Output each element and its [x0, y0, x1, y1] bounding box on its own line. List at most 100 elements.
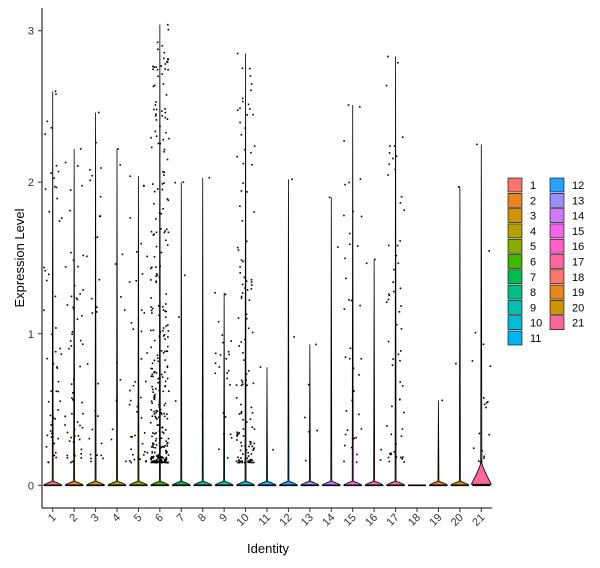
y-ticks: 0 1 2 3	[28, 26, 42, 492]
point-10	[236, 439, 238, 441]
point-17	[399, 359, 401, 362]
point-6	[159, 458, 162, 460]
point-10	[237, 317, 240, 319]
point-10	[236, 433, 239, 435]
point-17	[400, 435, 403, 437]
point-17	[395, 323, 398, 326]
point-17	[390, 453, 392, 456]
point-1	[51, 432, 53, 435]
point-21	[485, 406, 487, 409]
point-3	[99, 195, 102, 198]
point-2	[66, 454, 69, 457]
legend-label-12: 12	[572, 180, 584, 192]
point-21	[488, 250, 490, 252]
violin-8	[193, 177, 213, 486]
point-1	[53, 442, 55, 445]
point-9	[226, 457, 229, 459]
point-6	[156, 188, 159, 190]
point-9	[222, 412, 225, 414]
point-17	[397, 262, 400, 265]
point-6	[153, 443, 155, 445]
point-9	[224, 416, 227, 418]
point-6	[155, 432, 157, 434]
point-1	[51, 333, 53, 336]
legend-key-21	[549, 315, 565, 331]
point-15	[344, 444, 346, 447]
point-15	[352, 367, 354, 369]
point-17	[398, 311, 401, 313]
point-2	[82, 412, 84, 415]
point-6	[161, 45, 164, 47]
point-5	[128, 403, 131, 406]
point-1	[44, 269, 46, 272]
legend-label-7: 7	[530, 272, 536, 284]
point-2	[81, 184, 83, 187]
point-6	[155, 412, 157, 414]
point-15	[343, 460, 345, 463]
point-10	[245, 373, 248, 375]
point-10	[253, 145, 256, 147]
point-6	[154, 115, 157, 117]
point-6	[166, 366, 169, 368]
point-2	[66, 304, 69, 306]
point-6	[162, 432, 165, 434]
point-2	[72, 392, 74, 394]
point-6	[153, 190, 156, 193]
point-2	[72, 259, 75, 262]
point-15	[358, 374, 360, 376]
point-10	[250, 406, 253, 409]
point-6	[151, 266, 153, 269]
point-15	[356, 453, 358, 456]
point-10	[246, 457, 249, 460]
point-10	[249, 443, 252, 445]
point-6	[161, 73, 163, 75]
point-6	[162, 83, 165, 85]
point-10	[244, 461, 247, 464]
point-10	[247, 460, 250, 462]
point-11	[272, 448, 274, 451]
point-6	[155, 218, 157, 220]
legend-label-18: 18	[572, 272, 584, 284]
point-6	[164, 68, 166, 70]
point-6	[166, 118, 169, 120]
point-1	[53, 177, 55, 179]
point-6	[153, 66, 155, 68]
x-tick-label: 17	[385, 512, 402, 529]
x-tick-label: 7	[175, 512, 188, 525]
point-5	[143, 312, 146, 314]
point-1	[55, 451, 57, 454]
point-1	[56, 367, 59, 369]
point-6	[164, 402, 167, 405]
x-tick-label: 5	[132, 512, 145, 525]
point-5	[136, 405, 139, 408]
legend-key-14	[549, 208, 565, 223]
point-4	[114, 263, 117, 265]
point-1	[54, 418, 56, 420]
point-5	[142, 184, 145, 187]
point-17	[399, 381, 401, 383]
point-3	[91, 174, 93, 177]
legend-label-13: 13	[572, 195, 584, 207]
point-6	[151, 451, 153, 454]
violin-13	[300, 344, 320, 486]
point-6	[166, 60, 168, 63]
point-6	[153, 256, 156, 258]
legend-key-5	[507, 238, 523, 254]
point-3	[86, 363, 89, 365]
point-6	[152, 388, 154, 391]
point-10	[238, 459, 240, 461]
point-10	[239, 449, 242, 452]
point-17	[400, 305, 402, 307]
point-1	[60, 217, 63, 219]
point-10	[244, 127, 247, 129]
point-6	[158, 455, 160, 457]
point-6	[154, 440, 157, 442]
point-1	[46, 434, 49, 437]
point-3	[96, 454, 98, 456]
point-15	[343, 140, 345, 142]
point-6	[167, 461, 169, 464]
point-6	[151, 415, 154, 417]
x-ticks: 1 2 3 4 5 6 7 8 9 10 11 12 13 14 15 16 17 18 19 20 21	[46, 508, 487, 529]
point-6	[150, 306, 152, 308]
point-6	[155, 459, 158, 461]
